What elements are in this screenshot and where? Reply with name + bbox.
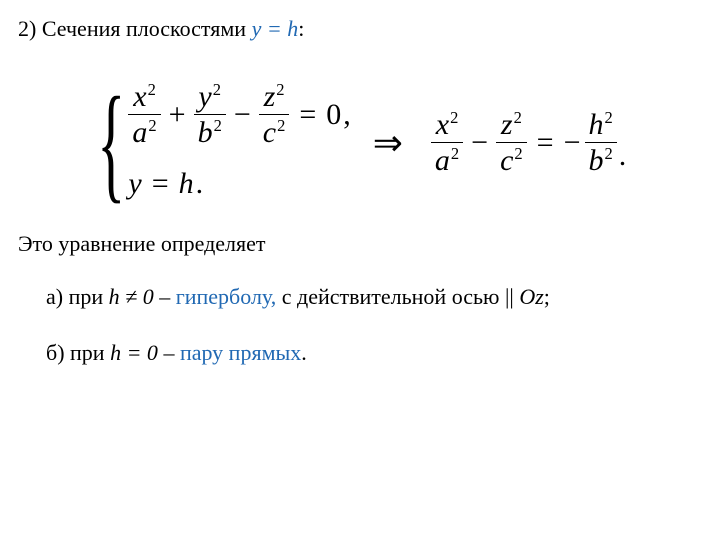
num-x: x bbox=[436, 108, 449, 141]
system-body: x2 a2 + y2 b2 − z2 c2 bbox=[128, 81, 350, 205]
sup-2: 2 bbox=[514, 108, 522, 127]
sup-2: 2 bbox=[605, 144, 613, 163]
sup-2: 2 bbox=[451, 144, 459, 163]
frac-z2-c2-r: z2 c2 bbox=[496, 109, 527, 177]
frac-h2-b2: h2 b2 bbox=[585, 109, 617, 177]
var-h: h bbox=[179, 163, 194, 205]
sup-2: 2 bbox=[148, 80, 156, 99]
equals-sign: = bbox=[527, 122, 564, 164]
neg-sign: − bbox=[564, 122, 585, 164]
minus-op: − bbox=[463, 122, 496, 164]
equation-system: { x2 a2 + y2 b2 − z2 bbox=[98, 81, 351, 205]
sup-2: 2 bbox=[148, 116, 156, 135]
dash: – bbox=[154, 284, 176, 309]
equals-sign: = bbox=[289, 94, 326, 136]
num-y: y bbox=[198, 80, 211, 113]
trailing-dot: . bbox=[301, 340, 307, 365]
case-b-condition: h = 0 bbox=[110, 340, 158, 365]
frac-x2-a2-r: x2 a2 bbox=[431, 109, 463, 177]
section-heading: 2) Сечения плоскостями y = h: bbox=[18, 14, 702, 45]
den-c: c bbox=[263, 116, 276, 149]
var-y: y bbox=[128, 163, 141, 205]
trailing-comma: , bbox=[341, 94, 351, 136]
system-line-1: x2 a2 + y2 b2 − z2 c2 bbox=[128, 81, 350, 149]
trailing-dot: . bbox=[194, 163, 204, 205]
case-a-condition: h ≠ 0 bbox=[109, 284, 154, 309]
sup-2: 2 bbox=[213, 80, 221, 99]
den-c: c bbox=[500, 144, 513, 177]
equation-row: { x2 a2 + y2 b2 − z2 bbox=[18, 81, 702, 205]
case-a: а) при h ≠ 0 – гиперболу, с действительн… bbox=[18, 282, 702, 313]
rhs-zero: 0 bbox=[326, 94, 341, 136]
heading-suffix: : bbox=[298, 16, 304, 41]
heading-prefix: 2) Сечения плоскостями bbox=[18, 16, 252, 41]
num-z: z bbox=[501, 108, 513, 141]
semicolon: ; bbox=[544, 284, 550, 309]
frac-x2-a2: x2 a2 bbox=[128, 81, 160, 149]
frac-y2-b2: y2 b2 bbox=[194, 81, 226, 149]
heading-var: y = h bbox=[252, 16, 299, 41]
sup-2: 2 bbox=[214, 116, 222, 135]
sup-2: 2 bbox=[605, 108, 613, 127]
den-b: b bbox=[198, 116, 213, 149]
implies-arrow-icon: ⇒ bbox=[351, 118, 431, 168]
case-a-term: гиперболу, bbox=[176, 284, 277, 309]
sup-2: 2 bbox=[276, 80, 284, 99]
num-h: h bbox=[589, 108, 604, 141]
axis-oz: Oz bbox=[519, 284, 543, 309]
frac-z2-c2: z2 c2 bbox=[259, 81, 290, 149]
case-b-prefix: б) при bbox=[46, 340, 110, 365]
num-z: z bbox=[264, 80, 276, 113]
den-b: b bbox=[589, 144, 604, 177]
den-a: a bbox=[435, 144, 450, 177]
result-equation: x2 a2 − z2 c2 = − h2 b2 . bbox=[431, 109, 626, 177]
sup-2: 2 bbox=[450, 108, 458, 127]
sup-2: 2 bbox=[514, 144, 522, 163]
left-brace-icon: { bbox=[97, 88, 125, 199]
trailing-dot: . bbox=[617, 135, 627, 177]
after-equation-text: Это уравнение определяет bbox=[18, 229, 702, 260]
dash: – bbox=[158, 340, 180, 365]
minus-op: − bbox=[226, 94, 259, 136]
sup-2: 2 bbox=[277, 116, 285, 135]
den-a: a bbox=[132, 116, 147, 149]
system-line-2: y = h. bbox=[128, 163, 350, 205]
case-a-rest: с действительной осью || bbox=[276, 284, 519, 309]
equals-sign: = bbox=[142, 163, 179, 205]
case-b: б) при h = 0 – пару прямых. bbox=[18, 338, 702, 369]
case-a-prefix: а) при bbox=[46, 284, 109, 309]
num-x: x bbox=[133, 80, 146, 113]
plus-op: + bbox=[161, 94, 194, 136]
case-b-term: пару прямых bbox=[180, 340, 301, 365]
